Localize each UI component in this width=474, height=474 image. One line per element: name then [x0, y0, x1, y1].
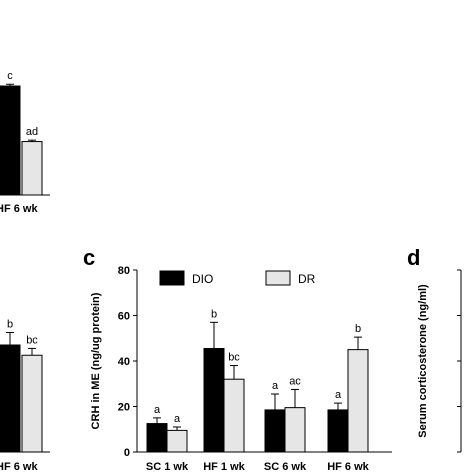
panel-c-y-tick-label: 0 [124, 447, 130, 459]
topleft-dio-bar-0-letter: c [7, 70, 13, 82]
panel-c-y-tick-label: 40 [118, 356, 130, 368]
panel-c-dio-bar-1-letter: b [211, 308, 217, 320]
panel-c: c 0 20 40 60 80 CRH in ME (ng/ug protein) a a SC… [83, 245, 392, 473]
panel-c-dr-bar-2 [284, 407, 306, 453]
panel-c-dio-bar-0-letter: a [154, 404, 161, 416]
panel-c-dr-bar-1-letter: bc [228, 352, 240, 364]
panel-c-dr-bar-0-letter: a [174, 413, 181, 425]
botleft-dr-bar-0 [21, 354, 43, 453]
panel-c-dr-bar-3 [347, 349, 369, 453]
panel-c-legend-swatch-dr [265, 270, 291, 286]
panel-c-y-tick-label: 80 [118, 265, 130, 277]
panel-c-letter: c [83, 245, 95, 270]
botleft-dr-bar-0-letter: bc [26, 334, 38, 346]
panel-c-legend-label-dio: DIO [192, 272, 213, 286]
botleft-x-tick-label: HF 6 wk [0, 461, 38, 473]
panel-c-dio-bar-2-letter: a [272, 380, 279, 392]
topleft-dr-bar-0-letter: ad [26, 126, 38, 138]
panel-c-dio-bar-3 [327, 409, 349, 453]
panel-c-dr-bar-1 [223, 378, 245, 453]
botleft-dio-bar-0-letter: b [7, 318, 13, 330]
panel-d-letter: d [407, 245, 420, 270]
panel-d-y-axis-label: Serum corticosterone (ng/ml) [417, 284, 429, 438]
bottom-left-panel: b bc HF 6 wk [0, 318, 50, 473]
panel-c-y-tick-label: 20 [118, 402, 130, 414]
botleft-dio-bar-0 [0, 344, 21, 453]
panel-c-y-tick-label: 60 [118, 311, 130, 323]
panel-c-x-tick-label: SC 1 wk [146, 461, 189, 473]
panel-c-legend-swatch-dio [159, 270, 185, 286]
panel-c-dr-bar-0 [166, 429, 188, 453]
panel-c-dr-bar-2-letter: ac [289, 375, 301, 387]
topleft-dio-bar-0 [0, 85, 21, 196]
panel-d: d Serum corticosterone (ng/ml) [407, 245, 462, 453]
panel-c-dio-bar-3-letter: a [335, 389, 342, 401]
panel-c-legend-label-dr: DR [298, 272, 316, 286]
panel-c-dio-bar-2 [264, 409, 286, 453]
topleft-x-tick-label: HF 6 wk [0, 203, 38, 215]
top-left-panel: c ad HF 6 wk [0, 70, 50, 215]
panel-c-x-tick-label: HF 1 wk [203, 461, 245, 473]
panel-c-x-tick-label: SC 6 wk [264, 461, 307, 473]
panel-c-dr-bar-3-letter: b [355, 323, 361, 335]
panel-c-dio-bar-0 [146, 423, 168, 453]
panel-c-dio-bar-1 [203, 347, 225, 453]
topleft-dr-bar-0 [21, 141, 43, 196]
panel-c-y-axis-label: CRH in ME (ng/ug protein) [90, 292, 102, 429]
panel-c-x-tick-label: HF 6 wk [327, 461, 369, 473]
